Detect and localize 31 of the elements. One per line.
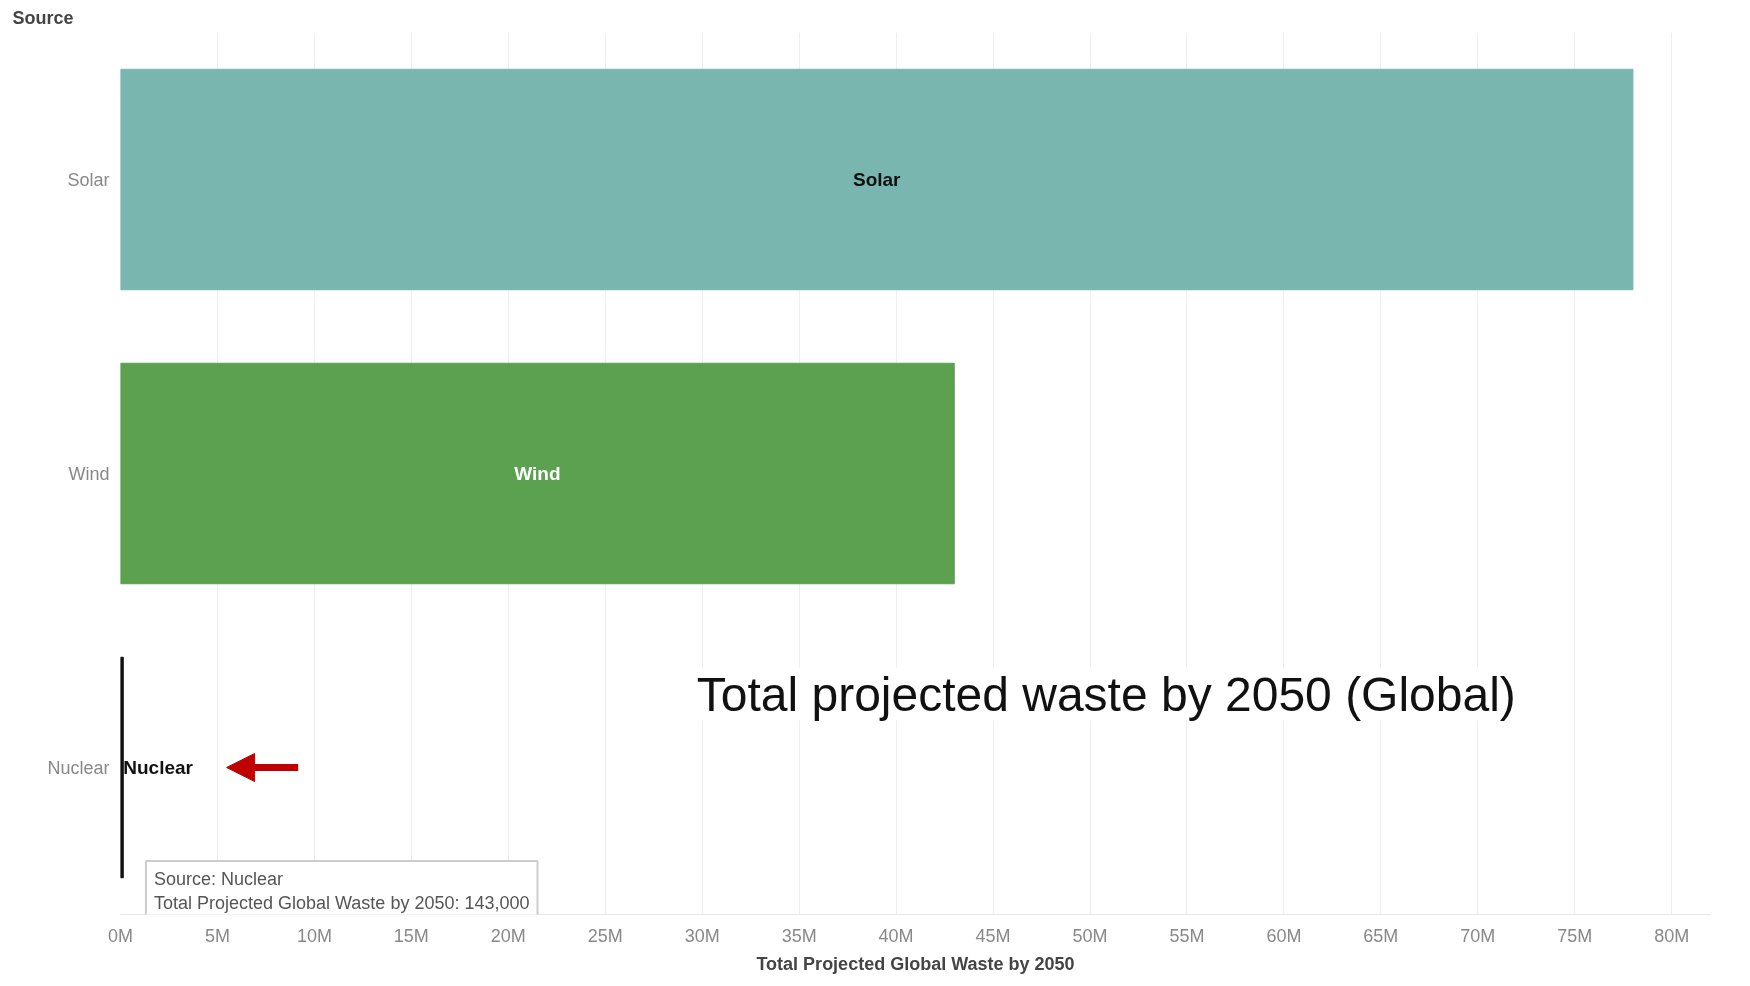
x-tick-label: 65M [1363, 925, 1399, 946]
y-tick-label: Solar [67, 169, 110, 190]
x-tick-label: 20M [490, 925, 526, 946]
x-tick-label: 40M [878, 925, 914, 946]
x-tick-label: 0M [108, 925, 134, 946]
bar [120, 362, 955, 585]
annotation: Source: Nuclear [153, 868, 283, 889]
bar [120, 68, 1634, 291]
x-tick-label: 60M [1266, 925, 1302, 946]
x-tick-label: 45M [975, 925, 1011, 946]
x-tick-label: 75M [1557, 925, 1593, 946]
text: Total projected waste by 2050 (Global) [696, 667, 1516, 721]
annotation: Total Projected Global Waste by 2050: 143,000 [153, 892, 530, 913]
category-label: Wind [514, 463, 561, 484]
y-tick-label: Nuclear [47, 757, 110, 778]
x-tick-label: 35M [781, 925, 817, 946]
x-tick-label: 25M [587, 925, 623, 946]
x-tick-label: 5M [204, 925, 230, 946]
y-tick-label: Wind [68, 463, 110, 484]
bar [120, 656, 124, 879]
x-tick-label: 80M [1654, 925, 1690, 946]
category-label: Solar [852, 169, 901, 190]
x-tick-label: 55M [1169, 925, 1205, 946]
x-tick-label: 15M [393, 925, 429, 946]
x-axis-title: Total Projected Global Waste by 2050 [756, 953, 1075, 974]
x-tick-label: 30M [684, 925, 720, 946]
y-axis-title: Source [12, 7, 74, 28]
x-tick-label: 10M [296, 925, 332, 946]
x-tick-label: 50M [1072, 925, 1108, 946]
x-tick-label: 70M [1460, 925, 1496, 946]
category-label: Nuclear [123, 757, 193, 778]
